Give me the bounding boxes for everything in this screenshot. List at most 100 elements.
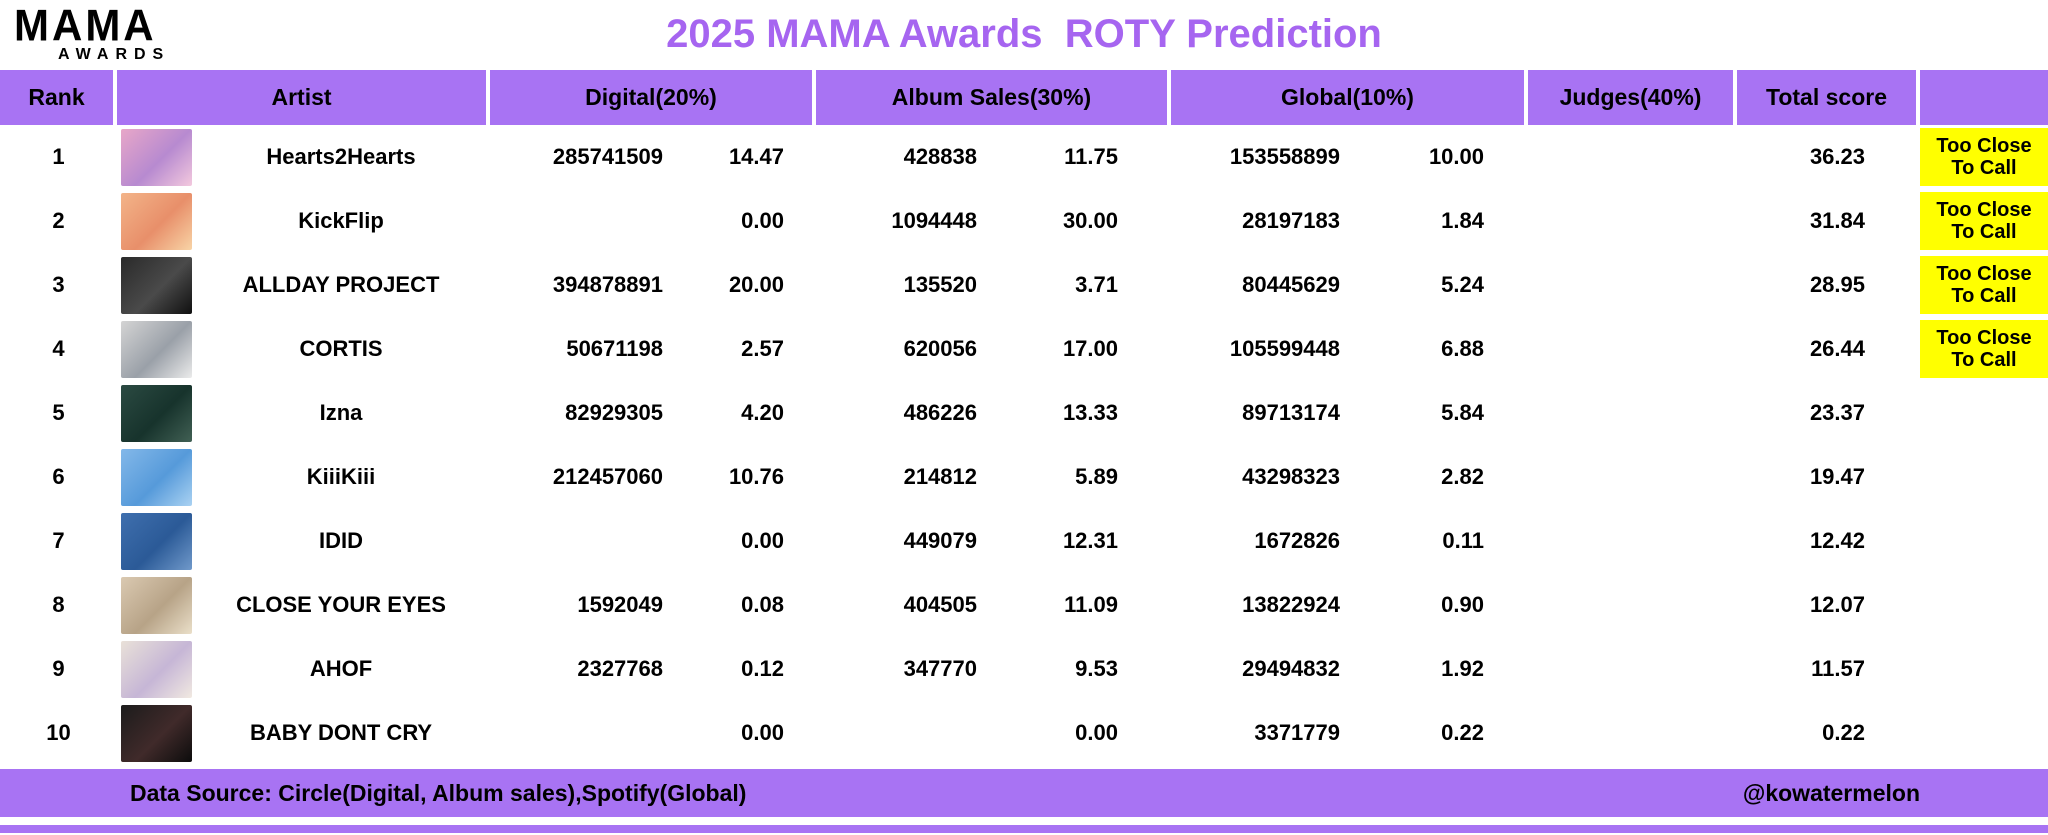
artist-cell: KiiiKiii	[117, 445, 490, 509]
too-close-badge: Too Close To Call	[1920, 128, 2048, 186]
digital-value: 82929305	[565, 400, 663, 425]
artist-name: BABY DONT CRY	[249, 720, 433, 745]
badge-cell	[1920, 445, 2048, 509]
global-score: 5.24	[1441, 272, 1484, 297]
artist-name: IDID	[319, 528, 363, 553]
global-value: 13822924	[1242, 592, 1340, 617]
digital-score: 14.47	[728, 144, 784, 169]
badge-cell: Too Close To Call	[1920, 125, 2048, 189]
album-sales-value: 1094448	[891, 208, 977, 233]
global-score: 0.22	[1441, 720, 1484, 745]
artist-name: ALLDAY PROJECT	[242, 272, 440, 297]
digital-value: 285741509	[552, 144, 663, 169]
badge-cell: Too Close To Call	[1920, 253, 2048, 317]
digital-score: 10.76	[728, 464, 784, 489]
table-row: 1 Hearts2Hearts 285741509 14.47 428838 1…	[0, 125, 2048, 189]
judges-cell	[1528, 701, 1737, 765]
global-score: 2.82	[1441, 464, 1484, 489]
digital-score: 4.20	[741, 400, 784, 425]
too-close-badge: Too Close To Call	[1920, 192, 2048, 250]
total-score: 28.95	[1809, 272, 1865, 297]
badge-cell	[1920, 637, 2048, 701]
artist-cell: CLOSE YOUR EYES	[117, 573, 490, 637]
global-score: 6.88	[1441, 336, 1484, 361]
column-header-status	[1920, 70, 2048, 125]
badge-cell	[1920, 701, 2048, 765]
global-score: 1.84	[1441, 208, 1484, 233]
total-score: 11.57	[1811, 656, 1865, 681]
rank-cell: 10	[46, 720, 71, 745]
column-header-artist: Artist	[117, 70, 490, 125]
album-sales-score: 30.00	[1062, 208, 1118, 233]
rank-cell: 4	[52, 336, 65, 361]
digital-score: 0.00	[741, 720, 784, 745]
global-value: 105599448	[1229, 336, 1340, 361]
table-row: 4 CORTIS 50671198 2.57 620056 17.00 1055…	[0, 317, 2048, 381]
digital-value: 50671198	[566, 336, 663, 361]
global-value: 3371779	[1254, 720, 1340, 745]
logo-text: MAMA	[14, 0, 157, 51]
artist-name: Izna	[319, 400, 363, 425]
column-header-rank: Rank	[0, 70, 117, 125]
artist-photo	[121, 320, 192, 378]
global-score: 10.00	[1428, 144, 1484, 169]
global-score: 0.11	[1442, 528, 1484, 553]
digital-score: 0.08	[741, 592, 784, 617]
album-sales-value: 486226	[903, 400, 977, 425]
digital-value: 394878891	[552, 272, 663, 297]
artist-name: AHOF	[309, 656, 373, 681]
judges-cell	[1528, 445, 1737, 509]
logo-subtext: AWARDS	[58, 45, 171, 63]
table-row: 6 KiiiKiii 212457060 10.76 214812 5.89 4…	[0, 445, 2048, 509]
rank-cell: 7	[52, 528, 65, 553]
credit-text: @kowatermelon	[1742, 779, 1920, 806]
badge-cell	[1920, 573, 2048, 637]
rank-cell: 2	[52, 208, 65, 233]
column-header-total-score: Total score	[1737, 70, 1920, 125]
rank-cell: 8	[52, 592, 65, 617]
album-sales-score: 17.00	[1062, 336, 1118, 361]
rank-cell: 3	[52, 272, 65, 297]
footer-bar: Data Source: Circle(Digital, Album sales…	[0, 769, 2048, 817]
table-row: 5 Izna 82929305 4.20 486226 13.33 897131…	[0, 381, 2048, 445]
artist-photo	[121, 384, 192, 442]
digital-value: 212457060	[552, 464, 663, 489]
judges-cell	[1528, 509, 1737, 573]
artist-name: CLOSE YOUR EYES	[236, 592, 446, 617]
artist-photo	[121, 256, 192, 314]
album-sales-score: 9.53	[1075, 656, 1118, 681]
album-sales-score: 11.09	[1064, 592, 1118, 617]
album-sales-value: 404505	[903, 592, 977, 617]
rank-cell: 9	[52, 656, 65, 681]
artist-photo	[121, 192, 192, 250]
artist-photo	[121, 448, 192, 506]
artist-name: KickFlip	[298, 208, 384, 233]
column-header-judges: Judges(40%)	[1528, 70, 1737, 125]
album-sales-value: 135520	[903, 272, 977, 297]
artist-cell: ALLDAY PROJECT	[117, 253, 490, 317]
artist-photo	[121, 512, 192, 570]
artist-photo	[121, 704, 192, 762]
global-value: 28197183	[1242, 208, 1340, 233]
total-score: 19.47	[1809, 464, 1865, 489]
artist-cell: AHOF	[117, 637, 490, 701]
digital-score: 0.00	[741, 208, 784, 233]
badge-cell	[1920, 381, 2048, 445]
bottom-strip	[0, 825, 2048, 833]
judges-cell	[1528, 317, 1737, 381]
global-score: 1.92	[1441, 656, 1484, 681]
page-title: 2025 MAMA Awards ROTY Prediction	[666, 12, 1382, 56]
total-score: 31.84	[1809, 208, 1865, 233]
album-sales-score: 12.31	[1062, 528, 1118, 553]
judges-cell	[1528, 189, 1737, 253]
digital-value	[490, 189, 680, 253]
album-sales-value: 449079	[903, 528, 977, 553]
album-sales-value: 347770	[903, 656, 977, 681]
table-row: 8 CLOSE YOUR EYES 1592049 0.08 404505 11…	[0, 573, 2048, 637]
artist-cell: Hearts2Hearts	[117, 125, 490, 189]
table-row: 10 BABY DONT CRY 0.00 0.00 3371779 0.22 …	[0, 701, 2048, 765]
album-sales-score: 3.71	[1075, 272, 1118, 297]
artist-cell: Izna	[117, 381, 490, 445]
global-value: 153558899	[1229, 144, 1340, 169]
digital-value	[490, 701, 680, 765]
